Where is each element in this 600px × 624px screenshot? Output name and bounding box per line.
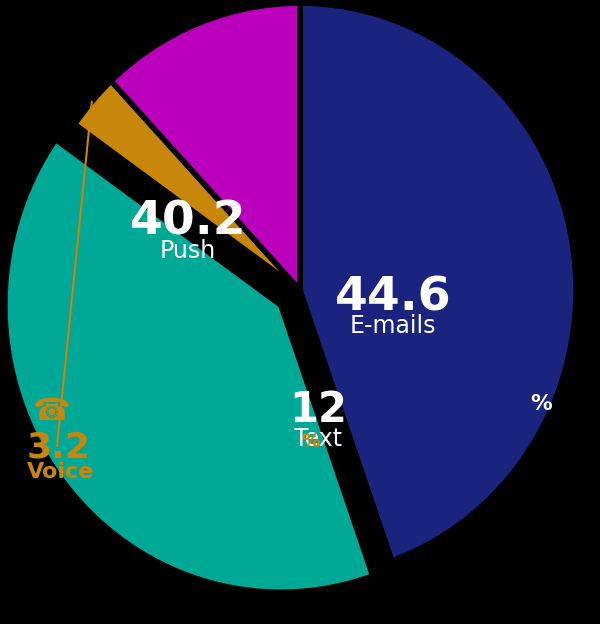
Text: ☎: ☎ [33,397,71,426]
Wedge shape [74,81,300,290]
Wedge shape [5,139,373,592]
Text: 3.2: 3.2 [27,431,91,464]
Text: Voice: Voice [27,462,94,482]
Text: Text: Text [294,427,342,451]
Wedge shape [111,3,300,290]
Text: %: % [530,394,551,414]
Text: 40.2: 40.2 [130,200,246,245]
Text: 12: 12 [289,389,347,431]
Text: %: % [301,432,320,451]
Text: 44.6: 44.6 [335,275,451,320]
Wedge shape [300,3,576,561]
Text: Push: Push [160,239,216,263]
Text: E-mails: E-mails [350,314,436,338]
